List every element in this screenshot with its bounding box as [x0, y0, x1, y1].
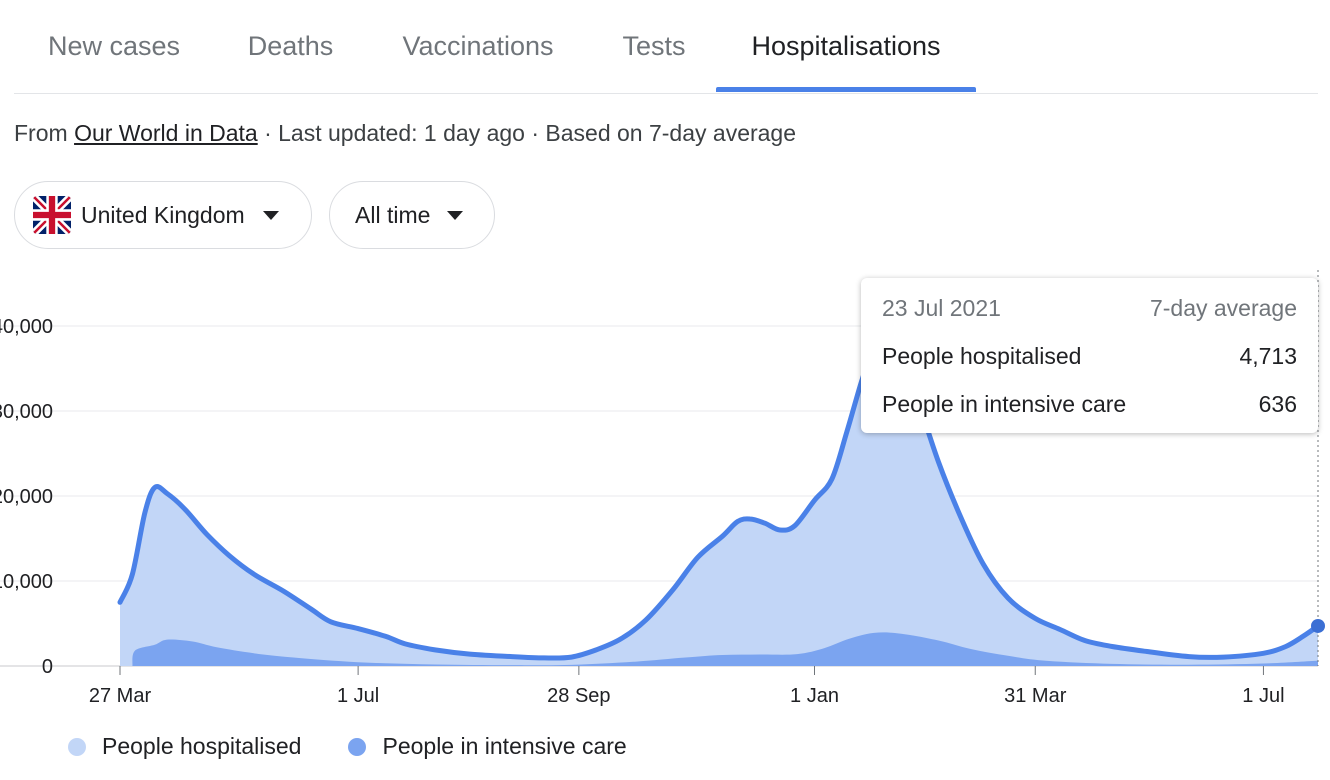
- y-tick-label: 20,000: [0, 486, 53, 508]
- source-link[interactable]: Our World in Data: [74, 120, 258, 146]
- source-prefix: From: [14, 120, 75, 146]
- legend-item-hospitalised[interactable]: People hospitalised: [68, 733, 301, 760]
- tooltip-header-right: 7-day average: [1149, 295, 1297, 321]
- time-range-dropdown[interactable]: All time: [329, 181, 495, 249]
- y-tick-label: 40,000: [0, 316, 53, 338]
- legend-swatch-hospitalised: [68, 737, 86, 756]
- tooltip-icu-label: People in intensive care: [882, 391, 1127, 417]
- y-axis: 0 10,000 20,000 30,000 40,000: [0, 316, 53, 678]
- legend-label-hospitalised: People hospitalised: [102, 733, 302, 759]
- hover-point-marker: [1311, 618, 1325, 633]
- chevron-down-icon: [447, 210, 464, 220]
- tooltip-hospitalised-value: 4,713: [1239, 343, 1297, 369]
- x-axis: 27 Mar 1 Jul 28 Sep 1 Jan 31 Mar 1 Jul: [89, 666, 1285, 707]
- x-tick-label: 31 Mar: [1004, 685, 1067, 707]
- uk-flag-icon: [33, 196, 71, 234]
- tab-bar: New cases Deaths Vaccinations Tests Hosp…: [14, 0, 1318, 94]
- legend-label-icu: People in intensive care: [382, 733, 627, 759]
- chart-legend: People hospitalised People in intensive …: [68, 733, 674, 760]
- tab-hospitalisations[interactable]: Hospitalisations: [751, 31, 941, 61]
- y-tick-label: 0: [42, 656, 53, 678]
- source-line: From Our World in Data · Last updated: 1…: [14, 120, 796, 147]
- tab-tests[interactable]: Tests: [622, 31, 686, 61]
- active-tab-indicator: [716, 87, 976, 92]
- location-dropdown[interactable]: United Kingdom: [14, 181, 312, 249]
- source-suffix: · Last updated: 1 day ago · Based on 7-d…: [257, 120, 797, 146]
- x-tick-label: 1 Jul: [1242, 685, 1284, 707]
- x-tick-label: 1 Jul: [337, 685, 379, 707]
- x-tick-label: 28 Sep: [547, 685, 610, 707]
- series-area-people-hospitalised: [120, 334, 1318, 666]
- tooltip-icu-value: 636: [1258, 391, 1297, 417]
- tab-deaths[interactable]: Deaths: [247, 31, 334, 61]
- time-range-label: All time: [355, 201, 431, 228]
- chart-tooltip: 23 Jul 2021 7-day average People hospita…: [861, 278, 1318, 433]
- series-area-people-in-intensive-care: [132, 632, 1319, 666]
- series-line-people-hospitalised: [117, 332, 1321, 661]
- y-tick-label: 30,000: [0, 401, 53, 423]
- legend-item-icu[interactable]: People in intensive care: [348, 733, 627, 760]
- tab-new-cases[interactable]: New cases: [47, 31, 181, 61]
- y-tick-label: 10,000: [0, 571, 53, 593]
- legend-swatch-icu: [348, 737, 367, 756]
- chart-series: [117, 270, 1325, 666]
- chevron-down-icon: [262, 210, 279, 220]
- x-tick-label: 27 Mar: [89, 685, 152, 707]
- tooltip-date: 23 Jul 2021: [882, 295, 1001, 321]
- location-label: United Kingdom: [81, 201, 245, 228]
- tooltip-hospitalised-label: People hospitalised: [882, 343, 1082, 369]
- x-tick-label: 1 Jan: [790, 685, 839, 707]
- tab-vaccinations[interactable]: Vaccinations: [402, 31, 554, 61]
